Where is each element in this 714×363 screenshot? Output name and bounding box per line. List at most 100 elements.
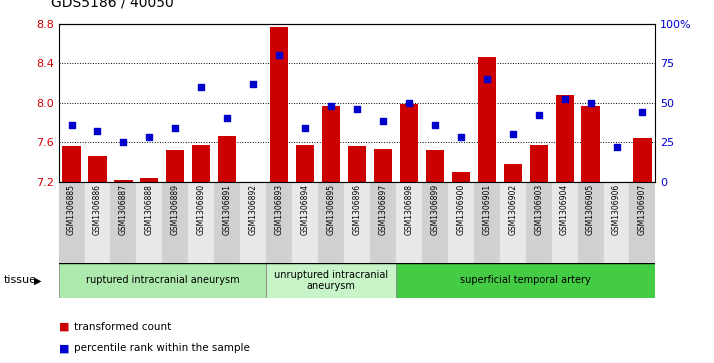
Point — [455, 134, 466, 140]
Bar — [188, 182, 214, 263]
Bar — [400, 103, 418, 182]
Bar — [370, 182, 396, 263]
Bar — [555, 95, 574, 182]
Text: GSM1306893: GSM1306893 — [275, 184, 283, 235]
Text: GSM1306886: GSM1306886 — [93, 184, 102, 235]
Text: GSM1306890: GSM1306890 — [197, 184, 206, 235]
Point — [559, 97, 570, 102]
Point — [144, 134, 155, 140]
Text: GDS5186 / 40050: GDS5186 / 40050 — [51, 0, 174, 9]
Bar — [192, 145, 211, 182]
Text: GSM1306887: GSM1306887 — [119, 184, 128, 235]
Point — [118, 139, 129, 145]
Point — [403, 99, 415, 105]
Bar — [62, 146, 81, 182]
Bar — [503, 164, 522, 182]
Text: GSM1306903: GSM1306903 — [534, 184, 543, 235]
Bar — [344, 182, 370, 263]
Text: ■: ■ — [59, 322, 69, 332]
Bar — [478, 57, 496, 182]
Bar — [318, 182, 344, 263]
Bar — [474, 182, 500, 263]
Point — [326, 103, 337, 109]
Text: GSM1306902: GSM1306902 — [508, 184, 517, 235]
Bar — [296, 145, 314, 182]
Point — [248, 81, 259, 86]
Text: tissue: tissue — [4, 276, 36, 285]
Bar — [266, 263, 396, 298]
Text: GSM1306900: GSM1306900 — [456, 184, 466, 235]
Text: GSM1306904: GSM1306904 — [560, 184, 569, 235]
Bar — [162, 182, 188, 263]
Bar — [322, 106, 340, 182]
Text: GSM1306896: GSM1306896 — [353, 184, 361, 235]
Point — [196, 84, 207, 90]
Bar — [84, 182, 111, 263]
Text: GSM1306907: GSM1306907 — [638, 184, 647, 235]
Text: ▶: ▶ — [34, 276, 42, 285]
Bar — [270, 26, 288, 182]
Text: GSM1306895: GSM1306895 — [326, 184, 336, 235]
Bar — [214, 182, 240, 263]
Bar — [396, 263, 655, 298]
Point — [92, 128, 104, 134]
Text: GSM1306905: GSM1306905 — [586, 184, 595, 235]
Bar — [581, 106, 600, 182]
Point — [66, 122, 77, 127]
Bar — [89, 156, 106, 182]
Text: transformed count: transformed count — [74, 322, 171, 332]
Point — [221, 115, 233, 121]
Bar — [166, 150, 184, 182]
Point — [170, 125, 181, 131]
Bar — [266, 182, 292, 263]
Bar — [348, 146, 366, 182]
Bar — [136, 182, 162, 263]
Text: ruptured intracranial aneurysm: ruptured intracranial aneurysm — [86, 276, 239, 285]
Text: GSM1306892: GSM1306892 — [248, 184, 258, 235]
Bar — [292, 182, 318, 263]
Text: GSM1306885: GSM1306885 — [67, 184, 76, 235]
Point — [481, 76, 493, 82]
Text: GSM1306901: GSM1306901 — [482, 184, 491, 235]
Bar — [59, 182, 84, 263]
Text: GSM1306897: GSM1306897 — [378, 184, 388, 235]
Bar — [240, 182, 266, 263]
Bar — [448, 182, 474, 263]
Text: GSM1306888: GSM1306888 — [145, 184, 154, 235]
Point — [351, 106, 363, 112]
Point — [637, 109, 648, 115]
Point — [429, 122, 441, 127]
Bar — [603, 182, 630, 263]
Bar — [552, 182, 578, 263]
Text: GSM1306889: GSM1306889 — [171, 184, 180, 235]
Point — [273, 52, 285, 58]
Point — [610, 144, 622, 150]
Text: superficial temporal artery: superficial temporal artery — [461, 276, 591, 285]
Point — [585, 99, 596, 105]
Text: GSM1306891: GSM1306891 — [223, 184, 232, 235]
Bar — [633, 138, 652, 182]
Bar — [111, 182, 136, 263]
Text: GSM1306894: GSM1306894 — [301, 184, 310, 235]
Text: ■: ■ — [59, 343, 69, 354]
Point — [377, 119, 388, 125]
Point — [533, 112, 544, 118]
Bar — [530, 145, 548, 182]
Text: GSM1306899: GSM1306899 — [431, 184, 439, 235]
Text: GSM1306906: GSM1306906 — [612, 184, 621, 235]
Bar — [114, 180, 133, 182]
Point — [507, 131, 518, 137]
Bar — [396, 182, 422, 263]
Text: percentile rank within the sample: percentile rank within the sample — [74, 343, 250, 354]
Bar — [422, 182, 448, 263]
Bar — [500, 182, 526, 263]
Bar — [218, 136, 236, 182]
Bar — [374, 149, 392, 182]
Point — [299, 125, 311, 131]
Bar — [59, 263, 266, 298]
Bar — [630, 182, 655, 263]
Bar — [426, 150, 444, 182]
Text: GSM1306898: GSM1306898 — [404, 184, 413, 235]
Bar — [578, 182, 603, 263]
Text: unruptured intracranial
aneurysm: unruptured intracranial aneurysm — [274, 270, 388, 291]
